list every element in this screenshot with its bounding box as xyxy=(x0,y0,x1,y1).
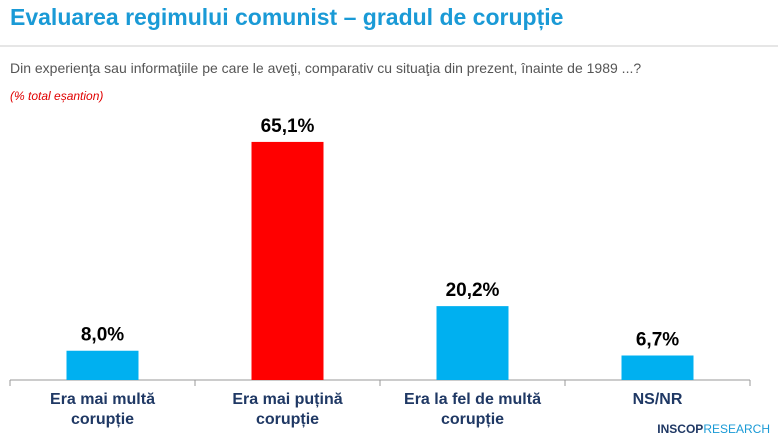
chart-title: Evaluarea regimului comunist – gradul de… xyxy=(10,4,564,30)
data-label: 65,1% xyxy=(261,116,315,137)
x-tick-label: NS/NR xyxy=(632,391,683,408)
logo-suffix: RESEARCH xyxy=(703,422,770,436)
x-tick-label: Era mai puțină corupție xyxy=(232,391,343,428)
chart-subtitle: Din experienţa sau informaţiile pe care … xyxy=(10,60,642,76)
data-label: 20,2% xyxy=(446,280,500,301)
bar xyxy=(251,141,324,380)
logo-name: INSCOP xyxy=(657,422,704,436)
logo: INSCOPRESEARCH xyxy=(657,422,770,436)
bar xyxy=(436,306,509,380)
x-tick-label: Era mai multă corupție xyxy=(50,391,155,428)
x-tick-label: Era la fel de multă corupție xyxy=(404,391,541,428)
chart-note: (% total eșantion) xyxy=(10,89,104,103)
bar xyxy=(621,355,694,380)
data-label: 6,7% xyxy=(636,329,679,350)
bar xyxy=(66,350,139,380)
data-label: 8,0% xyxy=(81,325,124,346)
